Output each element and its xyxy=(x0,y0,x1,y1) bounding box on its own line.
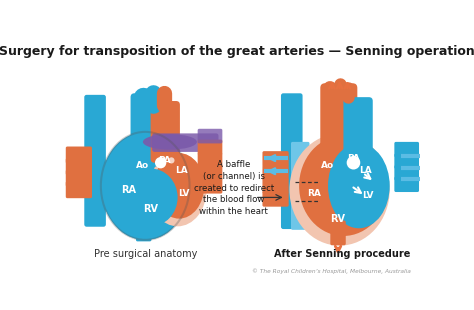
FancyBboxPatch shape xyxy=(198,165,222,180)
Text: RV: RV xyxy=(330,214,346,224)
Ellipse shape xyxy=(168,157,174,163)
FancyBboxPatch shape xyxy=(320,83,357,162)
FancyBboxPatch shape xyxy=(198,178,222,193)
FancyBboxPatch shape xyxy=(136,217,151,241)
Text: © The Royal Children’s Hospital, Melbourne, Australia: © The Royal Children’s Hospital, Melbour… xyxy=(252,268,410,274)
FancyBboxPatch shape xyxy=(152,133,219,152)
Text: Surgery for transposition of the great arteries — Senning operation: Surgery for transposition of the great a… xyxy=(0,45,474,58)
Text: LA: LA xyxy=(175,166,188,175)
Text: Ao: Ao xyxy=(136,161,149,170)
FancyBboxPatch shape xyxy=(84,95,106,227)
Ellipse shape xyxy=(299,136,388,236)
FancyBboxPatch shape xyxy=(130,93,162,166)
Text: PA: PA xyxy=(158,156,171,165)
Text: LV: LV xyxy=(178,189,190,198)
Ellipse shape xyxy=(143,134,197,150)
Text: PA: PA xyxy=(347,154,360,163)
Text: After Senning procedure: After Senning procedure xyxy=(273,249,410,259)
Ellipse shape xyxy=(110,178,180,240)
FancyBboxPatch shape xyxy=(394,142,419,157)
Text: A baffle
(or channel) is
created to redirect
the blood flow
within the heart: A baffle (or channel) is created to redi… xyxy=(194,160,274,216)
FancyBboxPatch shape xyxy=(66,147,92,163)
FancyBboxPatch shape xyxy=(151,101,180,163)
Ellipse shape xyxy=(99,151,145,220)
Text: Pre surgical anatomy: Pre surgical anatomy xyxy=(93,249,197,259)
Ellipse shape xyxy=(149,153,207,226)
Text: RA: RA xyxy=(307,189,321,198)
FancyBboxPatch shape xyxy=(66,181,92,198)
FancyBboxPatch shape xyxy=(263,191,289,207)
Text: RA: RA xyxy=(121,185,137,195)
Text: RV: RV xyxy=(143,204,158,214)
FancyBboxPatch shape xyxy=(263,178,289,193)
Ellipse shape xyxy=(290,134,390,246)
FancyBboxPatch shape xyxy=(66,170,92,187)
FancyBboxPatch shape xyxy=(330,220,346,245)
Ellipse shape xyxy=(156,158,165,167)
FancyBboxPatch shape xyxy=(344,97,373,159)
Ellipse shape xyxy=(124,169,178,226)
FancyBboxPatch shape xyxy=(198,153,222,168)
FancyBboxPatch shape xyxy=(291,142,310,230)
Ellipse shape xyxy=(154,153,204,219)
FancyBboxPatch shape xyxy=(66,158,92,175)
FancyBboxPatch shape xyxy=(281,93,302,229)
Text: LA: LA xyxy=(359,166,372,175)
FancyBboxPatch shape xyxy=(198,129,222,144)
Ellipse shape xyxy=(348,157,359,168)
FancyBboxPatch shape xyxy=(263,165,289,180)
FancyBboxPatch shape xyxy=(394,153,419,169)
Ellipse shape xyxy=(328,144,390,228)
FancyBboxPatch shape xyxy=(394,165,419,180)
Ellipse shape xyxy=(101,132,190,240)
FancyBboxPatch shape xyxy=(394,177,419,192)
Text: Ao: Ao xyxy=(321,161,335,170)
FancyBboxPatch shape xyxy=(198,140,222,155)
FancyBboxPatch shape xyxy=(263,151,289,166)
Text: LV: LV xyxy=(362,191,374,200)
